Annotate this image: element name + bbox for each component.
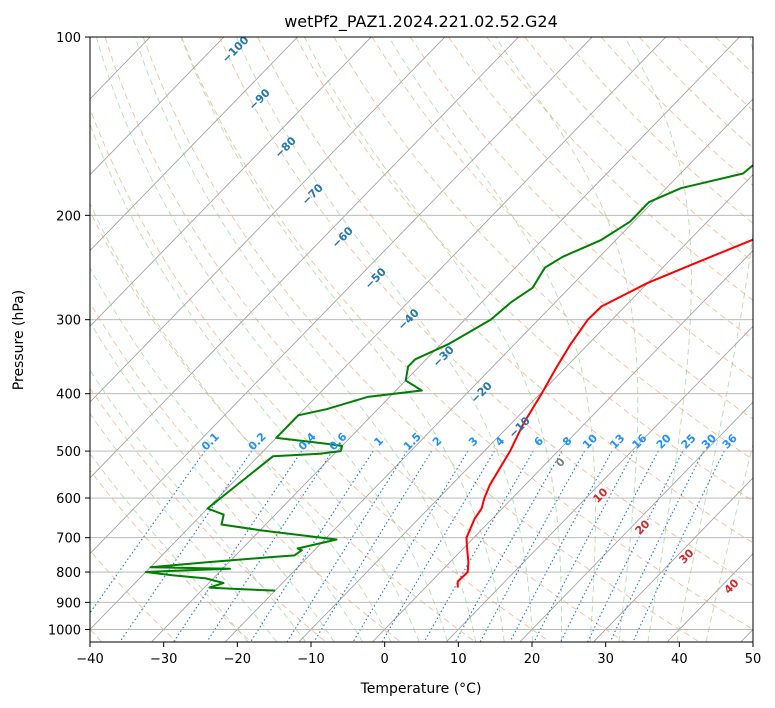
dewpoint-profile-line: [144, 163, 753, 592]
x-tick-label: −30: [150, 652, 177, 667]
moist-adiabat-line: [90, 452, 249, 642]
isotherm-line: [593, 477, 753, 642]
x-tick-label: 40: [671, 652, 688, 667]
mixing-ratio-line: [632, 450, 725, 642]
moist-adiabat-line: [90, 412, 278, 642]
isotherm-line: [445, 325, 753, 642]
plot-background: [90, 37, 753, 642]
moist-adiabat-line: [134, 37, 477, 642]
isotherm-line: [90, 37, 372, 327]
dry-adiabat-line: [486, 37, 753, 301]
mixing-ratio-line: [423, 450, 534, 642]
dry-adiabat-line: [219, 37, 753, 587]
mixing-ratio-line: [206, 450, 333, 642]
mixing-ratio-line: [119, 450, 253, 642]
moist-adiabat-line: [90, 267, 363, 642]
mixing-ratio-line: [509, 450, 613, 642]
y-tick-label: 100: [56, 31, 81, 46]
y-tick-label: 400: [56, 388, 81, 403]
dry-adiabat-line: [90, 301, 401, 642]
moist-adiabat-line: [388, 37, 596, 642]
moist-adiabat-line: [624, 37, 692, 642]
dry-adiabat-line: [104, 37, 626, 642]
y-axis: 100 200 300 400 500 600 700 800 900 1000: [48, 31, 90, 638]
y-tick-label: 800: [56, 566, 81, 581]
moist-adiabat-line: [705, 442, 753, 642]
y-tick-label: 900: [56, 596, 81, 611]
moist-adiabat-line: [303, 37, 562, 642]
dry-adiabat-line: [90, 549, 177, 642]
x-tick-label: −40: [76, 652, 103, 667]
x-axis-label: Temperature (°C): [360, 681, 482, 697]
mixing-ratio-line: [533, 450, 635, 642]
plot-frame: [89, 36, 754, 643]
dry-adiabat-line: [295, 37, 753, 502]
moist-adiabat-line: [95, 37, 448, 642]
moist-adiabat-line: [235, 37, 534, 642]
x-tick-label: 10: [450, 652, 467, 667]
mixing-ratio-line: [560, 450, 659, 642]
x-tick-label: 20: [524, 652, 541, 667]
dry-adiabat-line: [90, 107, 551, 642]
mixing-ratio-line: [587, 450, 684, 642]
background-lines: [0, 37, 775, 642]
y-axis-label: Pressure (hPa): [11, 290, 27, 390]
isotherm-line: [90, 37, 225, 176]
moist-adiabat-line: [676, 37, 753, 642]
dry-adiabat-line: [371, 37, 753, 420]
x-tick-label: 30: [597, 652, 614, 667]
isotherm-line: [90, 37, 667, 631]
dry-adiabat-line: [333, 37, 753, 461]
isotherm-line: [90, 37, 519, 479]
y-tick-label: 500: [56, 445, 81, 460]
chart-title: wetPf2_PAZ1.2024.221.02.52.G24: [284, 12, 558, 32]
isotherm-line: [90, 37, 446, 403]
isotherm-line: [90, 37, 298, 252]
mixing-ratio-line: [313, 450, 433, 642]
moist-adiabat-line: [180, 37, 505, 642]
mixing-ratio-line: [286, 450, 408, 642]
y-tick-label: 300: [56, 314, 81, 329]
dry-adiabat-line: [90, 210, 476, 642]
moist-adiabat-line: [495, 37, 639, 642]
isotherm-line: [519, 401, 753, 642]
isotherm-line: [224, 98, 753, 642]
moist-adiabat-line: [90, 321, 335, 642]
mixing-ratio-line: [173, 450, 303, 642]
y-tick-label: 1000: [48, 623, 81, 638]
x-tick-label: 50: [745, 652, 762, 667]
isotherm-line: [90, 37, 593, 555]
moist-adiabat-line: [90, 369, 306, 642]
grid: [90, 37, 753, 630]
moist-adiabat-line: [90, 122, 420, 642]
dry-adiabat-line: [142, 37, 700, 642]
temperature-profile-line: [456, 238, 753, 588]
x-axis: −40 −30 −20 −10 0 10 20 30 40 50: [76, 642, 761, 667]
x-tick-label: −10: [297, 652, 324, 667]
x-tick-label: 0: [381, 652, 389, 667]
isotherm-line: [151, 37, 740, 642]
y-tick-label: 600: [56, 492, 81, 507]
mixing-ratio-line: [479, 450, 586, 642]
series-group: [144, 163, 753, 592]
mixing-ratio-line: [609, 450, 704, 642]
x-tick-label: −20: [224, 652, 251, 667]
isotherm-line: [0, 37, 3, 642]
dry-adiabat-line: [180, 37, 753, 630]
isotherm-line: [372, 249, 753, 642]
y-tick-label: 700: [56, 532, 81, 547]
mixing-ratio-line: [90, 450, 206, 614]
y-tick-label: 200: [56, 209, 81, 224]
moist-adiabat-line: [90, 202, 392, 642]
dry-adiabat-line: [90, 469, 252, 642]
dry-adiabat-line: [754, 37, 775, 642]
